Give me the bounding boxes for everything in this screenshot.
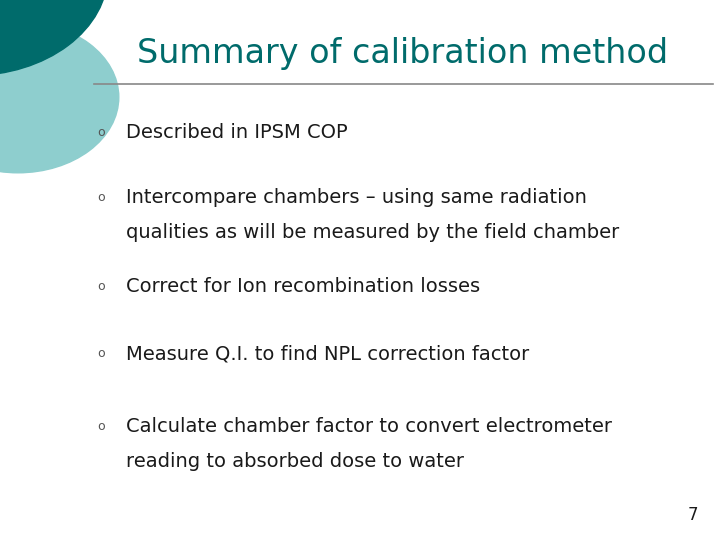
Circle shape <box>0 22 119 173</box>
Text: o: o <box>97 420 104 433</box>
Text: Intercompare chambers – using same radiation: Intercompare chambers – using same radia… <box>126 187 587 207</box>
Text: Measure Q.I. to find NPL correction factor: Measure Q.I. to find NPL correction fact… <box>126 344 529 363</box>
Text: Described in IPSM COP: Described in IPSM COP <box>126 123 348 142</box>
Text: Correct for Ion recombination losses: Correct for Ion recombination losses <box>126 276 480 296</box>
Circle shape <box>0 0 108 76</box>
Text: o: o <box>97 126 104 139</box>
Text: Calculate chamber factor to convert electrometer: Calculate chamber factor to convert elec… <box>126 417 612 436</box>
Text: qualities as will be measured by the field chamber: qualities as will be measured by the fie… <box>126 222 619 242</box>
Text: o: o <box>97 191 104 204</box>
Text: 7: 7 <box>688 506 698 524</box>
Text: o: o <box>97 280 104 293</box>
Text: Summary of calibration method: Summary of calibration method <box>137 37 668 71</box>
Text: reading to absorbed dose to water: reading to absorbed dose to water <box>126 452 464 471</box>
Text: o: o <box>97 347 104 360</box>
